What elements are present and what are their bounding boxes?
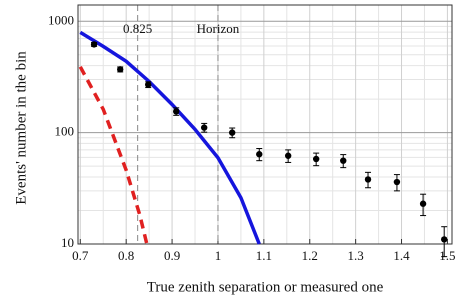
data-point — [228, 129, 236, 136]
x-tick-label: 1.3 — [348, 248, 364, 263]
x-tick-label: 1.2 — [302, 248, 318, 263]
x-tick-label: 0.7 — [72, 248, 89, 263]
data-point — [312, 155, 320, 163]
curve — [79, 30, 261, 245]
x-axis-label: True zenith separation or measured one — [147, 279, 384, 295]
y-tick-label: 10 — [61, 235, 74, 250]
data-point — [90, 41, 98, 48]
x-tick-label: 1.5 — [439, 248, 455, 263]
data-point — [419, 200, 427, 207]
curve — [78, 65, 149, 245]
x-tick-label: 1.1 — [256, 248, 272, 263]
data-point — [256, 151, 263, 158]
x-tick-label: 0.8 — [118, 248, 134, 263]
data-point — [393, 178, 401, 186]
data-point — [117, 66, 124, 73]
y-tick-label: 100 — [55, 124, 75, 139]
x-tick-label: 0.9 — [164, 248, 180, 263]
reference-label: 0.825 — [123, 21, 152, 36]
reference-label: Horizon — [197, 21, 240, 36]
plot-frame — [77, 4, 453, 245]
data-point — [145, 81, 152, 88]
data-point — [200, 124, 208, 131]
x-tick-label: 1 — [215, 248, 222, 263]
data-point — [364, 176, 372, 183]
data-point — [284, 152, 292, 159]
data-point — [440, 236, 448, 243]
x-tick-label: 1.4 — [393, 248, 410, 263]
data-point — [340, 157, 347, 164]
y-tick-label: 1000 — [48, 12, 74, 27]
data-point — [173, 108, 180, 115]
y-axis-label: Events' number in the bin — [13, 51, 29, 205]
